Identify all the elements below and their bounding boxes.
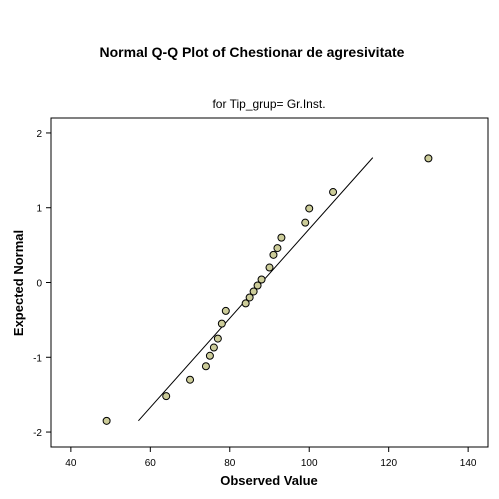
- data-point: [201, 362, 210, 371]
- data-point: [221, 306, 230, 315]
- y-tick-label: 1: [36, 204, 42, 215]
- data-point: [424, 154, 433, 163]
- y-tick-label: 2: [36, 129, 42, 140]
- y-tick-label: 0: [36, 279, 42, 290]
- y-tick-label: -2: [33, 428, 42, 439]
- data-point: [329, 188, 338, 197]
- data-point: [217, 319, 226, 328]
- x-tick-label: 60: [145, 458, 157, 469]
- data-point: [257, 275, 266, 284]
- data-point: [213, 334, 222, 343]
- x-tick-label: 80: [224, 458, 236, 469]
- data-point: [249, 287, 258, 296]
- data-point: [269, 250, 278, 259]
- x-tick-label: 40: [65, 458, 77, 469]
- y-axis-title: Expected Normal: [11, 230, 26, 336]
- data-point: [277, 233, 286, 242]
- data-point: [102, 416, 111, 425]
- data-point: [273, 244, 282, 253]
- data-point: [241, 299, 250, 308]
- chart-title: Normal Q-Q Plot of Chestionar de agresiv…: [100, 44, 405, 60]
- y-axis-ticks: -2 -1 0 1 2: [33, 129, 51, 439]
- plot-area-frame: [50, 117, 489, 448]
- y-tick-label: -1: [33, 353, 42, 364]
- data-point: [209, 343, 218, 352]
- x-tick-label: 100: [301, 458, 318, 469]
- data-point: [205, 351, 214, 360]
- data-point: [162, 392, 171, 401]
- data-point: [253, 281, 262, 290]
- data-point: [305, 204, 314, 213]
- data-point: [265, 263, 274, 272]
- data-point: [301, 218, 310, 227]
- data-points: [102, 154, 433, 425]
- x-tick-label: 120: [380, 458, 397, 469]
- x-axis-ticks: 40 60 80 100 120 140: [65, 447, 477, 469]
- data-point: [186, 375, 195, 384]
- chart-subtitle: for Tip_grup= Gr.Inst.: [212, 97, 325, 111]
- x-axis-title: Observed Value: [220, 473, 318, 488]
- data-point: [245, 293, 254, 302]
- x-tick-label: 140: [460, 458, 477, 469]
